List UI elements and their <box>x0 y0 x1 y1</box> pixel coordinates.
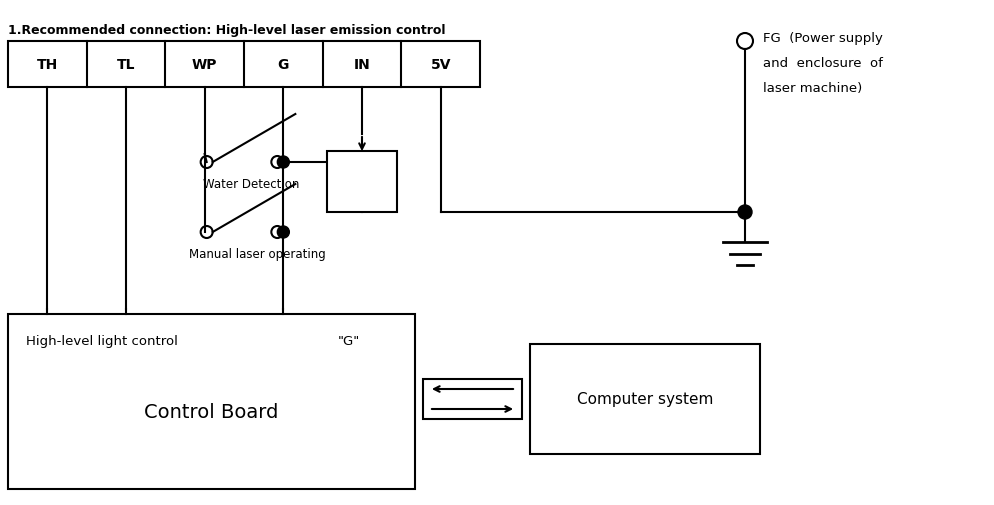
Circle shape <box>277 157 289 169</box>
Bar <box>8 42 479 88</box>
Text: IN: IN <box>353 58 370 72</box>
Text: and  enclosure  of: and enclosure of <box>762 57 882 70</box>
Text: Manual laser operating: Manual laser operating <box>189 247 325 261</box>
Text: G: G <box>277 58 288 72</box>
Text: WP: WP <box>192 58 218 72</box>
Text: "G": "G" <box>338 334 360 347</box>
Text: 1.Recommended connection: High-level laser emission control: 1.Recommended connection: High-level las… <box>8 23 445 36</box>
Circle shape <box>277 227 289 238</box>
Bar <box>422 379 522 419</box>
Text: Water Detection: Water Detection <box>203 178 299 190</box>
Circle shape <box>738 206 751 220</box>
Text: 5V: 5V <box>430 58 450 72</box>
Text: FG  (Power supply: FG (Power supply <box>762 32 882 45</box>
Bar <box>530 344 759 454</box>
Text: TH: TH <box>37 58 58 72</box>
Text: High-level light control: High-level light control <box>26 334 178 347</box>
Text: Computer system: Computer system <box>577 392 713 407</box>
Bar <box>8 315 414 489</box>
Bar <box>327 152 397 213</box>
Text: Control Board: Control Board <box>144 402 278 421</box>
Text: laser machine): laser machine) <box>762 82 862 95</box>
Text: TL: TL <box>116 58 135 72</box>
